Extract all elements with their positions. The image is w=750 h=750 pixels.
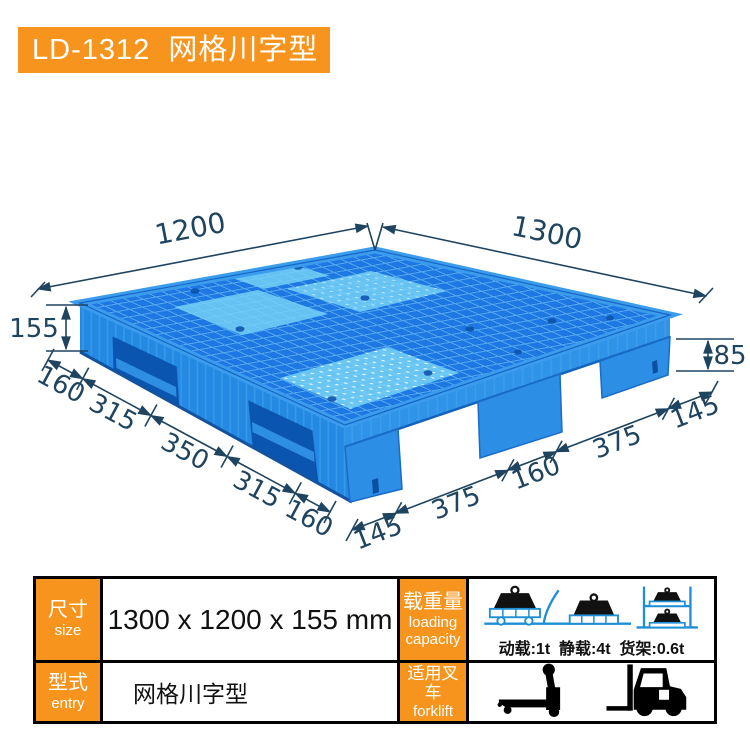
dim-label-1200: 1200 (152, 206, 228, 252)
pallet-jack-icon (497, 663, 560, 717)
dim-label-left-1: 160 (32, 360, 90, 410)
dim-label-85: 85 (713, 341, 746, 371)
dimension-lines (30, 222, 734, 542)
entry-value-cell: 网格川字型 (103, 663, 397, 721)
dim-label-left-4: 315 (228, 465, 286, 515)
dim-label-left-2: 315 (84, 388, 142, 438)
dim-label-1300: 1300 (509, 209, 586, 256)
forklift-icon (606, 664, 686, 717)
size-label-zh: 尺寸 (48, 599, 88, 622)
static-load-icon (568, 592, 619, 625)
size-label-en: size (54, 622, 82, 640)
rack-load-icon (636, 586, 698, 629)
dim-label-right-2: 375 (428, 481, 485, 527)
size-header-cell: 尺寸 size (36, 579, 100, 660)
load-capacity-values: 动载:1t 静载:4t 货架:0.6t (498, 640, 685, 658)
dynamic-load-icon (488, 585, 560, 626)
size-value-cell: 1300 x 1200 x 155 mm (103, 579, 397, 660)
load-capacity-icons (483, 585, 698, 629)
pallet-right-face (344, 315, 671, 503)
spec-table: 尺寸 size 1300 x 1200 x 155 mm 载重量 loading… (33, 576, 717, 724)
loading-header-cell: 载重量 loading capacity (400, 579, 466, 660)
entry-label-zh: 型式 (48, 671, 88, 694)
loading-label-en2: capacity (405, 631, 461, 648)
size-value: 1300 x 1200 x 155 mm (107, 603, 393, 635)
dim-label-right-1: 145 (350, 511, 407, 557)
product-title-banner: LD-1312 网格川字型 (18, 27, 330, 73)
forklift-label-zh: 适用叉车 (407, 663, 459, 703)
pallet-left-face (79, 303, 353, 504)
entry-label-en: entry (51, 694, 85, 712)
pallet-dimension-diagram: 1200 1300 155 85 160 315 350 315 160 145… (9, 206, 746, 557)
loading-value-cell: 动载:1t 静载:4t 货架:0.6t (469, 579, 714, 660)
forklift-value-cell (469, 663, 714, 721)
dim-label-right-5: 145 (667, 390, 724, 436)
entry-header-cell: 型式 entry (36, 663, 100, 721)
entry-value: 网格川字型 (133, 681, 248, 707)
forklift-header-cell: 适用叉车 forklift (400, 663, 466, 721)
dim-label-right-4: 375 (589, 420, 646, 466)
forklift-label-en: forklift (412, 702, 453, 720)
dim-label-left-3: 350 (156, 427, 214, 477)
loading-label-en1: loading (408, 613, 458, 631)
dim-label-right-3: 160 (508, 451, 565, 497)
dim-label-155: 155 (9, 314, 59, 344)
loading-label-zh: 载重量 (403, 590, 463, 613)
dim-label-left-5: 160 (280, 494, 338, 544)
